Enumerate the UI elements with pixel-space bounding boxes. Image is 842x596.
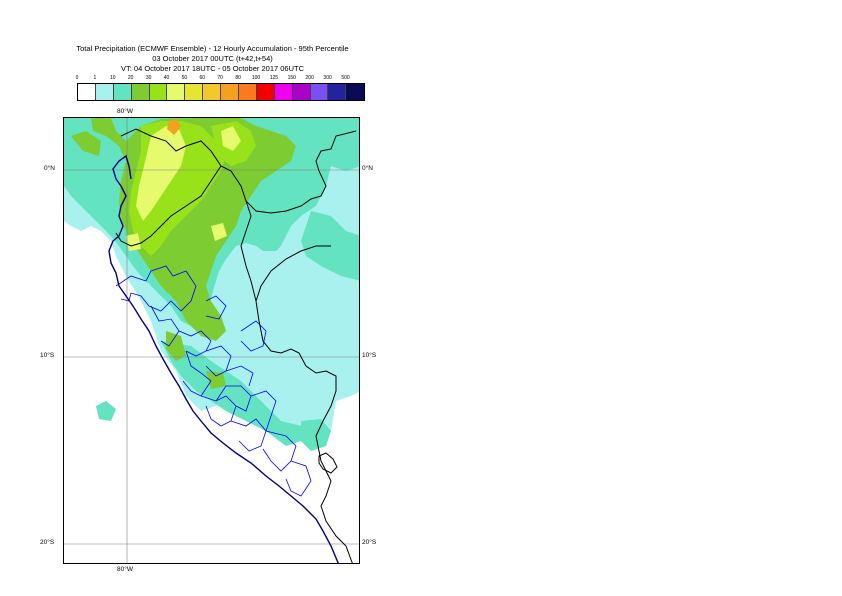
lon-label-bottom: 80°W [117, 566, 133, 573]
precip-medium-south [161, 341, 301, 446]
lat-label-right-10s: 10°S [362, 352, 377, 359]
legend-swatch [221, 84, 240, 100]
legend-swatch [203, 84, 222, 100]
precip-medium-coast-patch [96, 401, 116, 421]
legend-label: 0 [75, 75, 79, 81]
valid-time: VT: 04 October 2017 18UTC - 05 October 2… [120, 64, 304, 73]
legend-label: 30 [145, 75, 152, 81]
base-time: 03 October 2017 00UTC (t+42,t+54) [152, 54, 273, 63]
legend-label: 40 [163, 75, 170, 81]
admin-boundaries [115, 265, 312, 497]
lat-label-right-20s: 20°S [362, 539, 377, 546]
legend-label: 1 [93, 75, 97, 81]
legend-swatch [274, 84, 293, 100]
legend-swatch [239, 84, 257, 100]
legend-label: 125 [269, 75, 279, 81]
map-title: Total Precipitation (ECMWF Ensemble) - 1… [76, 44, 349, 53]
national-borders [115, 128, 357, 563]
lat-label-left-10s: 10°S [40, 352, 55, 359]
precip-yellow-east [221, 126, 241, 151]
legend-label: 200 [305, 75, 314, 81]
legend-swatch [131, 84, 150, 100]
precipitation-map [64, 118, 359, 563]
legend-label: 80 [235, 75, 241, 81]
coastline [108, 185, 339, 563]
legend-swatch [310, 84, 329, 100]
legend-label: 500 [341, 75, 350, 81]
legend-swatch [328, 84, 347, 100]
legend-label: 50 [181, 75, 188, 81]
legend-label: 70 [217, 75, 223, 81]
coastline-gulf [112, 154, 132, 187]
legend-label: 100 [251, 75, 261, 81]
precip-green-patch-mid [206, 371, 226, 389]
precip-yellow-core [136, 126, 186, 221]
lat-label-right-0: 0°N [362, 165, 373, 172]
legend-label: 60 [199, 75, 206, 81]
precip-yellow-patch-west [126, 233, 141, 251]
legend-swatch [113, 84, 132, 100]
precip-yellow-south [211, 223, 227, 241]
legend-label: 150 [287, 75, 296, 81]
legend-swatch [78, 84, 96, 100]
legend-swatch [167, 84, 186, 100]
lake-titicaca [318, 452, 338, 474]
legend-label: 10 [110, 75, 116, 81]
legend-label: 300 [323, 75, 332, 81]
map-panel [63, 117, 360, 564]
legend-swatch [149, 84, 168, 100]
precip-light-east-patch [341, 351, 359, 391]
precip-green-patch-south [166, 331, 186, 361]
legend-swatch [95, 84, 114, 100]
color-legend [77, 83, 366, 101]
legend-swatch [292, 84, 311, 100]
legend-swatch [256, 84, 275, 100]
precip-green-patch-north [71, 131, 101, 156]
lon-label-top: 80°W [117, 108, 133, 115]
legend-swatch [346, 84, 365, 100]
legend-swatch [185, 84, 204, 100]
legend-label: 20 [127, 75, 134, 81]
legend-labels: 0 1 10 20 30 40 50 60 70 80 100 125 150 200 300 500 [0, 75, 842, 84]
precip-orange-max [167, 119, 181, 135]
lat-label-left-0: 0°N [44, 165, 55, 172]
lat-label-left-20s: 20°S [40, 539, 55, 546]
